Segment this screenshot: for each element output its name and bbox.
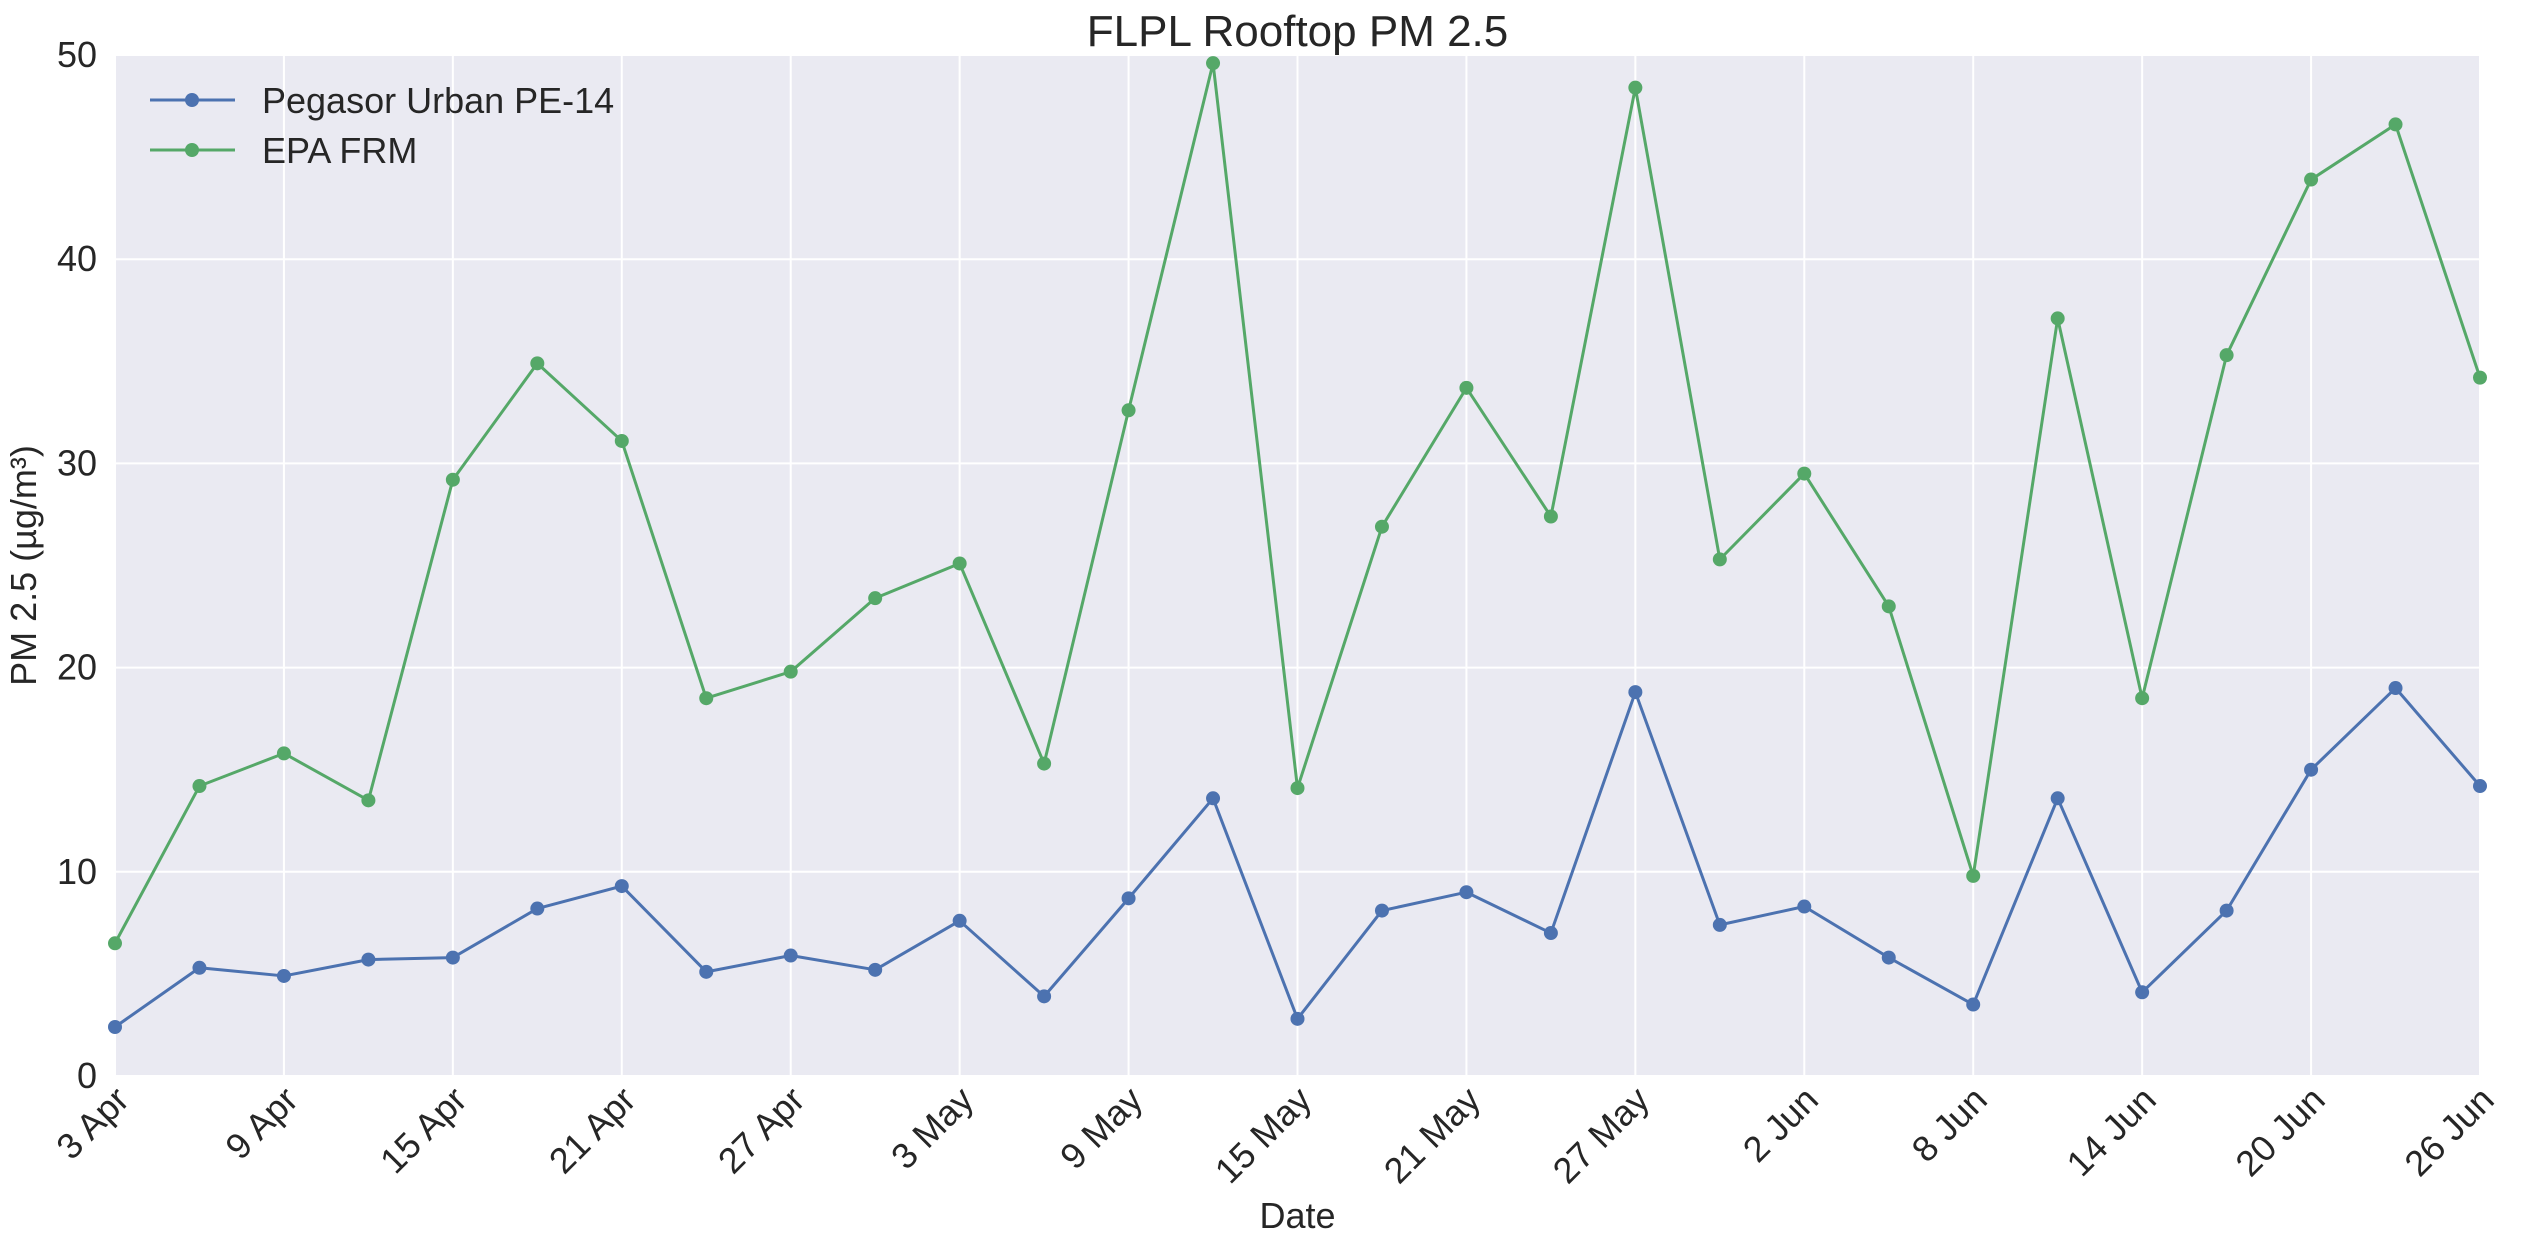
data-point [2388, 117, 2403, 132]
data-point [1037, 989, 1052, 1004]
data-point [1037, 756, 1052, 771]
y-tick-label: 50 [57, 34, 97, 75]
data-point [1459, 885, 1474, 900]
x-tick-label: 20 Jun [2227, 1079, 2332, 1184]
data-point [530, 901, 545, 916]
data-point [2473, 779, 2487, 794]
data-point [2304, 762, 2319, 777]
data-point [1628, 80, 1643, 95]
data-point [2135, 985, 2150, 1000]
data-point [1290, 1011, 1305, 1026]
data-point [361, 952, 376, 967]
x-tick-label: 9 Apr [217, 1079, 305, 1167]
y-tick-label: 40 [57, 238, 97, 279]
y-axis-label: PM 2.5 (µg/m³) [3, 445, 44, 686]
data-point [1712, 917, 1727, 932]
data-point [445, 950, 460, 965]
data-point [276, 968, 291, 983]
chart-title: FLPL Rooftop PM 2.5 [1087, 7, 1508, 56]
data-point [1543, 509, 1558, 524]
data-point [192, 960, 207, 975]
data-point [2050, 311, 2065, 326]
data-point [1290, 781, 1305, 796]
grid-lines [114, 54, 2481, 1077]
data-point [361, 793, 376, 808]
x-tick-label: 2 Jun [1735, 1079, 1826, 1170]
data-point [1712, 552, 1727, 567]
x-tick-label: 9 May [1052, 1079, 1150, 1177]
x-axis-ticks: 3 Apr 9 Apr 15 Apr 21 Apr 27 Apr 3 May 9 May 15… [48, 1079, 2501, 1191]
legend-label: Pegasor Urban PE-14 [262, 80, 614, 121]
x-tick-label: 8 Jun [1904, 1079, 1995, 1170]
x-tick-label: 27 May [1545, 1079, 1657, 1191]
data-point [1797, 466, 1812, 481]
data-point [445, 472, 460, 487]
data-point [1966, 997, 1981, 1012]
data-point [1881, 950, 1896, 965]
data-point [1374, 519, 1389, 534]
data-point [952, 556, 967, 571]
legend: Pegasor Urban PE-14 EPA FRM [150, 80, 614, 171]
data-point [1881, 599, 1896, 614]
data-point [1966, 868, 1981, 883]
y-tick-label: 20 [57, 647, 97, 688]
data-point [699, 691, 714, 706]
legend-entry-0: Pegasor Urban PE-14 [150, 80, 614, 121]
legend-label: EPA FRM [262, 130, 417, 171]
x-tick-label: 26 Jun [2396, 1079, 2501, 1184]
data-point [1797, 899, 1812, 914]
data-point [1121, 891, 1136, 906]
data-point [1628, 685, 1643, 700]
data-point [2473, 370, 2487, 385]
series-1 [108, 56, 2487, 951]
data-point [108, 936, 122, 951]
data-point [2135, 691, 2150, 706]
x-tick-label: 15 May [1207, 1079, 1319, 1191]
series-0 [108, 681, 2487, 1034]
x-tick-label: 21 May [1376, 1079, 1488, 1191]
data-point [1459, 380, 1474, 395]
y-tick-label: 10 [57, 851, 97, 892]
data-point [783, 948, 798, 963]
data-point [2219, 348, 2234, 363]
y-tick-label: 0 [77, 1055, 97, 1096]
x-tick-label: 15 Apr [372, 1079, 475, 1182]
x-tick-label: 14 Jun [2058, 1079, 2163, 1184]
x-tick-label: 27 Apr [710, 1079, 813, 1182]
data-point [2304, 172, 2319, 187]
data-point [192, 779, 207, 794]
data-point [1206, 791, 1221, 806]
data-point [2388, 681, 2403, 696]
data-point [614, 433, 629, 448]
data-point [1543, 926, 1558, 941]
x-tick-label: 3 May [883, 1079, 981, 1177]
data-point [2050, 791, 2065, 806]
data-point [868, 962, 883, 977]
data-point [868, 591, 883, 606]
x-tick-label: 21 Apr [541, 1079, 644, 1182]
series-layer [108, 56, 2487, 1034]
legend-marker [185, 143, 199, 157]
x-axis-label: Date [1259, 1195, 1335, 1236]
data-point [530, 356, 545, 371]
data-point [783, 664, 798, 679]
legend-entry-1: EPA FRM [150, 130, 417, 171]
data-point [2219, 903, 2234, 918]
legend-marker [185, 93, 199, 107]
y-axis-ticks: 0 10 20 30 40 50 [57, 34, 97, 1096]
data-point [108, 1019, 122, 1034]
data-point [1374, 903, 1389, 918]
data-point [699, 964, 714, 979]
data-point [952, 913, 967, 928]
data-point [1206, 56, 1221, 71]
data-point [1121, 403, 1136, 418]
data-point [614, 879, 629, 894]
y-tick-label: 30 [57, 442, 97, 483]
data-point [276, 746, 291, 761]
